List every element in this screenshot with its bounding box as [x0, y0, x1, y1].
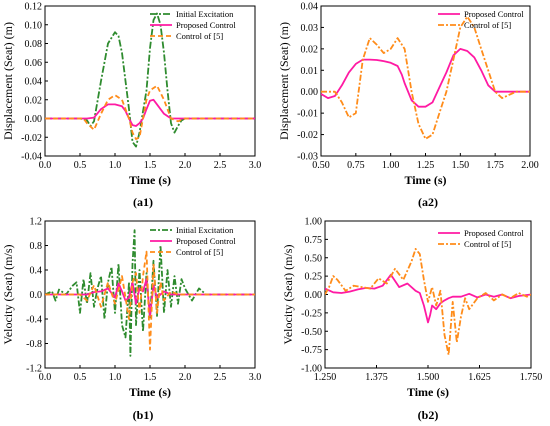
y-tick-label: 0.03	[301, 23, 319, 34]
x-tick-label: 1.500	[417, 372, 440, 383]
x-tick-label: 1.750	[520, 372, 543, 383]
y-axis-label: Displacement (Seat) (m)	[277, 22, 291, 140]
legend-label: Control of [5]	[464, 20, 511, 30]
x-tick-label: 0.0	[39, 160, 52, 171]
x-axis-label: Time (s)	[404, 173, 446, 187]
x-tick-label: 1.5	[144, 372, 157, 383]
y-tick-label: 1.2	[30, 217, 43, 228]
x-axis-label: Time (s)	[129, 173, 171, 187]
y-tick-label: -0.03	[297, 152, 318, 163]
legend-label: Proposed Control	[464, 228, 524, 238]
series-line-proposed-control	[45, 98, 255, 127]
legend-label: Control of [5]	[176, 247, 223, 257]
y-tick-label: 1.00	[305, 217, 323, 228]
x-tick-label: 2.5	[214, 160, 227, 171]
panel-caption: (b1)	[133, 408, 154, 422]
x-tick-label: 3.0	[249, 160, 262, 171]
y-tick-label: 0.04	[25, 77, 43, 88]
y-tick-label: 0.75	[305, 235, 323, 246]
panel-caption: (a2)	[418, 195, 438, 209]
x-tick-label: 1.50	[452, 160, 470, 171]
y-tick-label: 0.0	[30, 290, 43, 301]
y-tick-label: 0.12	[25, 2, 43, 13]
y-tick-label: -0.8	[26, 339, 42, 350]
y-tick-label: 0.02	[25, 95, 43, 106]
y-axis-label: Velocity (Seat) (m/s)	[281, 245, 295, 345]
x-tick-label: 2.00	[521, 160, 539, 171]
y-tick-label: 0.06	[25, 58, 43, 69]
y-tick-label: 0.50	[305, 253, 323, 264]
y-tick-label: -1.2	[26, 364, 42, 375]
x-tick-label: 2.0	[179, 372, 192, 383]
x-tick-label: 1.0	[109, 372, 122, 383]
y-tick-label: 0.01	[301, 66, 319, 77]
x-tick-label: 1.375	[365, 372, 388, 383]
series-line-control-of-5-	[325, 248, 531, 356]
panel-caption: (b2)	[418, 408, 439, 422]
x-tick-label: 0.50	[312, 160, 330, 171]
legend-label: Proposed Control	[176, 20, 236, 30]
y-tick-label: 0.10	[25, 20, 43, 31]
x-tick-label: 1.5	[144, 160, 157, 171]
legend-label: Proposed Control	[176, 236, 236, 246]
x-tick-label: 0.5	[74, 372, 87, 383]
x-axis-label: Time (s)	[407, 385, 449, 399]
x-tick-label: 1.0	[109, 160, 122, 171]
y-tick-label: -0.04	[21, 152, 42, 163]
y-tick-label: 0.08	[25, 39, 43, 50]
legend-label: Initial Excitation	[176, 225, 234, 235]
panel-caption: (a1)	[133, 195, 153, 209]
y-tick-label: 0.04	[301, 2, 319, 13]
y-tick-label: 0.00	[301, 87, 319, 98]
y-tick-label: -0.75	[301, 345, 322, 356]
y-tick-label: 0.02	[301, 44, 319, 55]
x-axis-label: Time (s)	[129, 385, 171, 399]
series-line-proposed-control	[45, 278, 255, 317]
series-line-initial-excitation	[45, 12, 255, 148]
x-tick-label: 1.250	[314, 372, 337, 383]
x-tick-label: 1.00	[382, 160, 400, 171]
series-line-proposed-control	[321, 48, 530, 108]
x-tick-label: 0.0	[39, 372, 52, 383]
x-tick-label: 2.0	[179, 160, 192, 171]
chart-a2: 0.50 0.75 1.00 1.25 1.50 1.75 2.00 -0.03 -0.02 -0…	[277, 2, 539, 210]
x-tick-label: 0.75	[347, 160, 365, 171]
legend-label: Initial Excitation	[176, 9, 234, 19]
y-tick-label: -0.02	[21, 133, 42, 144]
y-tick-label: -0.02	[297, 130, 318, 141]
y-tick-label: -0.50	[301, 327, 322, 338]
y-tick-label: 0.8	[30, 241, 43, 252]
chart-a1: 0.0 0.5 1.0 1.5 2.0 2.5 3.0 -0.04 -0.02 0.00 0.02 0…	[1, 2, 261, 210]
y-tick-label: 0.25	[305, 272, 323, 283]
y-tick-label: -1.00	[301, 364, 322, 375]
legend-label: Control of [5]	[176, 31, 223, 41]
y-tick-label: 0.4	[30, 266, 43, 277]
y-axis-label: Velocity (Seat) (m/s)	[1, 245, 15, 345]
x-tick-label: 1.75	[486, 160, 504, 171]
x-tick-label: 2.5	[214, 372, 227, 383]
series-line-initial-excitation	[45, 229, 255, 357]
y-tick-label: -0.25	[301, 308, 322, 319]
y-tick-label: -0.01	[297, 109, 318, 120]
chart-b1: 0.0 0.5 1.0 1.5 2.0 2.5 3.0 -1.2 -0.8 -0.4 0.0 0.4 0…	[1, 217, 261, 423]
series-line-control-of-5-	[321, 15, 530, 140]
legend-label: Control of [5]	[464, 239, 511, 249]
x-tick-label: 3.0	[249, 372, 262, 383]
series-line-control-of-5-	[45, 84, 255, 140]
x-tick-label: 1.25	[417, 160, 435, 171]
chart-b2: 1.250 1.375 1.500 1.625 1.750 -1.00 -0.75 -0.50…	[281, 217, 542, 423]
x-tick-label: 0.5	[74, 160, 87, 171]
series-line-control-of-5-	[45, 250, 255, 351]
x-tick-label: 1.625	[468, 372, 491, 383]
y-axis-label: Displacement (Seat) (m)	[1, 22, 15, 140]
legend-label: Proposed Control	[464, 9, 524, 19]
y-tick-label: 0.00	[25, 114, 43, 125]
y-tick-label: 0.00	[305, 290, 323, 301]
y-tick-label: -0.4	[26, 315, 42, 326]
